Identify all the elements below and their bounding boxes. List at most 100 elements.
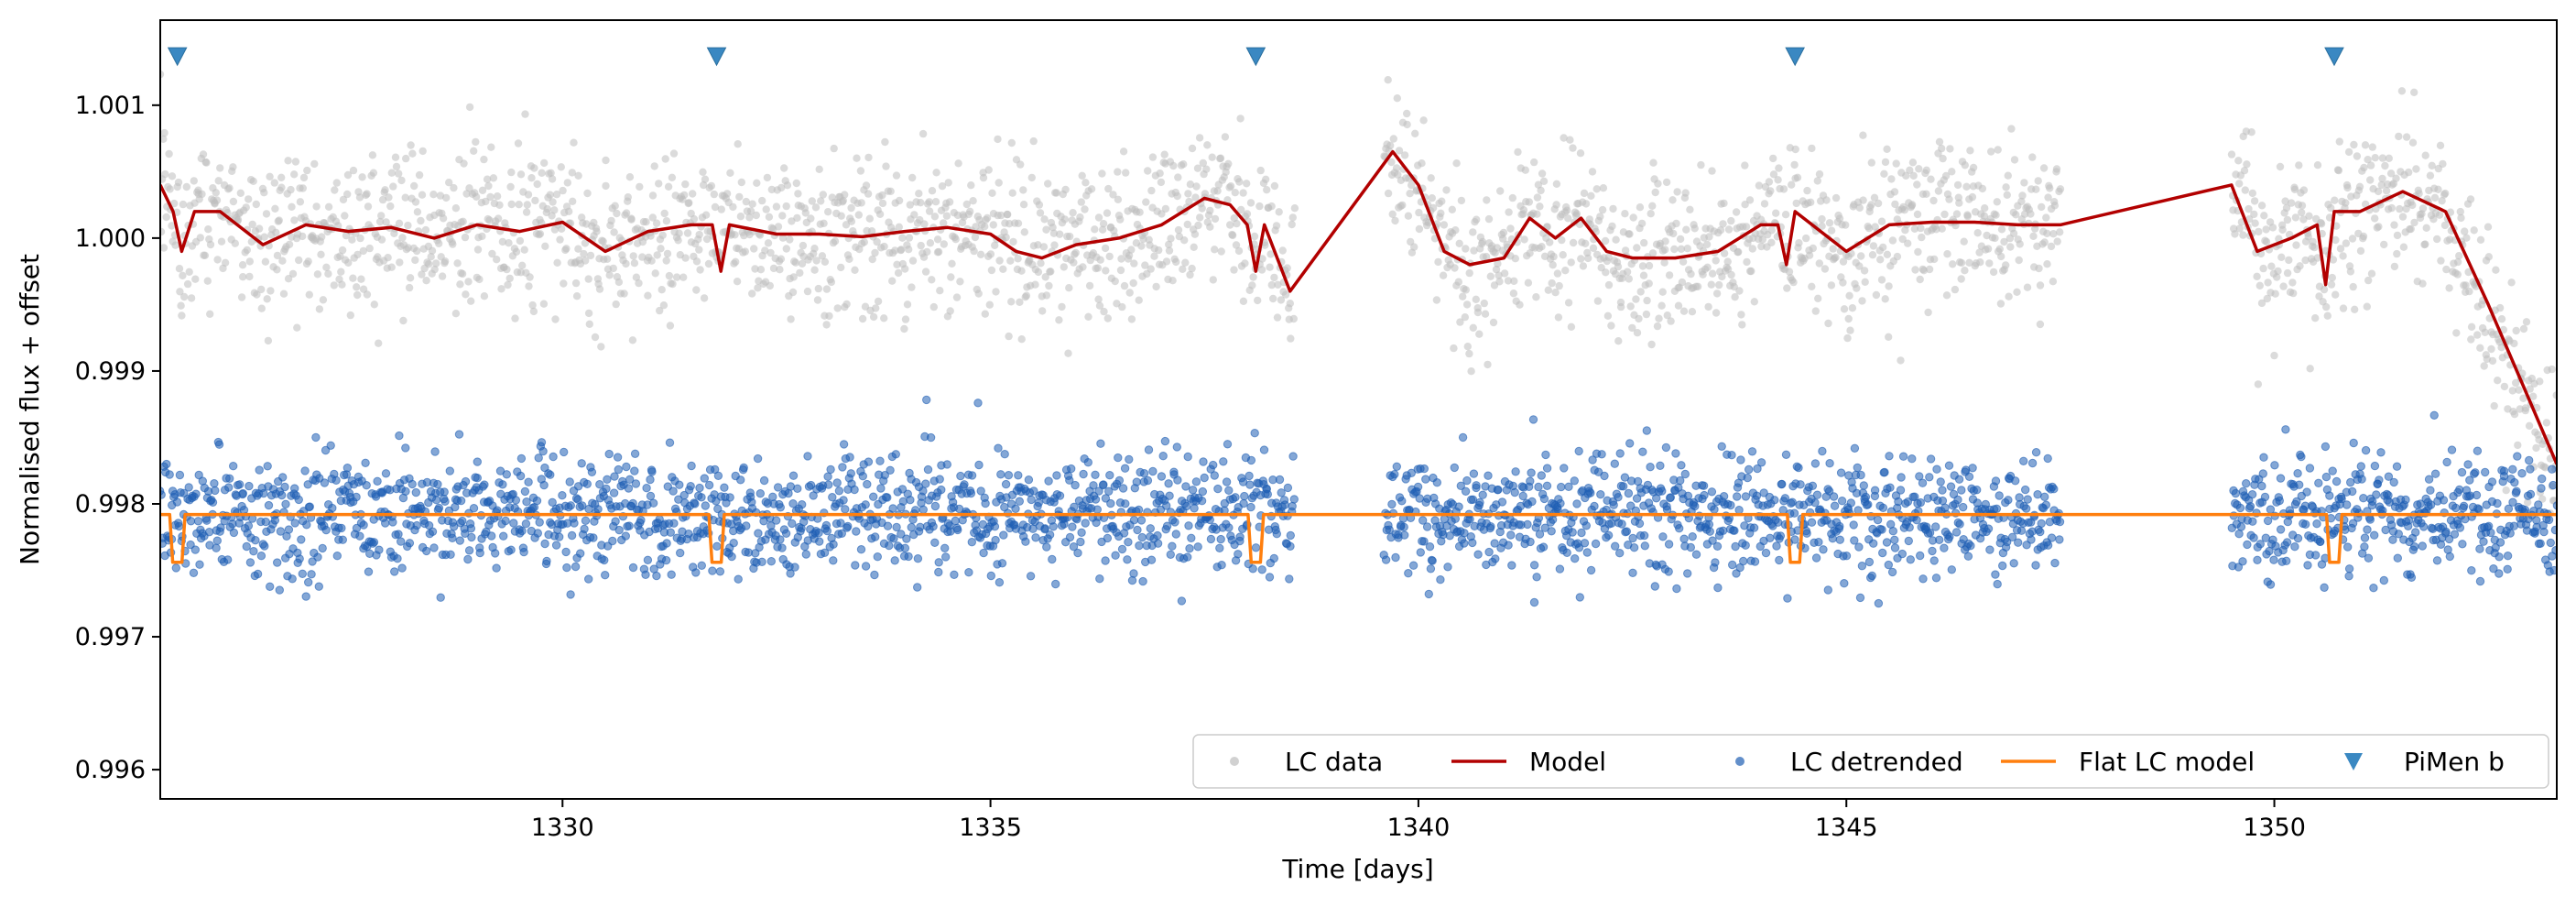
lc-detrended-point	[1478, 490, 1487, 499]
lc-detrended-point	[2486, 528, 2495, 538]
lc-data-point	[1510, 277, 1518, 285]
lc-detrended-point	[2011, 476, 2020, 486]
lc-data-point	[2418, 204, 2428, 213]
lc-detrended-point	[422, 546, 431, 556]
lc-data-point	[1870, 193, 1879, 202]
lc-data-point	[778, 234, 788, 242]
lc-detrended-point	[1777, 479, 1787, 489]
lc-data-point	[798, 259, 807, 268]
lc-detrended-point	[1000, 450, 1009, 459]
lc-detrended-point	[454, 430, 464, 439]
lc-detrended-point	[277, 490, 287, 500]
lc-data-point	[1049, 224, 1057, 232]
lc-detrended-point	[1416, 548, 1426, 557]
lc-data-point	[652, 219, 661, 227]
lc-detrended-point	[1095, 574, 1104, 584]
lc-data-point	[1150, 252, 1158, 260]
lc-data-point	[2000, 237, 2008, 246]
lc-data-point	[1027, 173, 1037, 182]
lc-data-point	[854, 211, 863, 219]
lc-data-point	[622, 209, 631, 217]
lc-data-point	[665, 271, 674, 280]
lc-data-point	[540, 158, 549, 168]
lc-detrended-point	[320, 478, 330, 487]
lc-data-point	[553, 258, 561, 267]
lc-detrended-point	[1747, 447, 1757, 456]
lc-data-point	[1560, 134, 1568, 142]
lc-data-point	[620, 290, 628, 298]
lc-data-point	[1683, 245, 1691, 253]
lc-data-point	[178, 311, 186, 320]
lc-detrended-point	[534, 454, 543, 463]
lc-detrended-point	[964, 568, 973, 577]
lc-data-point	[1635, 314, 1643, 323]
lc-data-point	[1103, 314, 1113, 322]
lc-data-point	[1472, 295, 1481, 303]
lc-data-point	[994, 135, 1002, 144]
lc-data-point	[1720, 199, 1728, 208]
lc-detrended-point	[2503, 564, 2512, 574]
lc-detrended-point	[2363, 525, 2372, 534]
lc-detrended-point	[715, 567, 725, 576]
lc-data-point	[1094, 213, 1103, 222]
lc-detrended-point	[1743, 473, 1753, 483]
lc-data-point	[584, 275, 592, 283]
lc-detrended-point	[1658, 486, 1667, 496]
lc-detrended-point	[1615, 449, 1625, 458]
lc-data-point	[2056, 185, 2065, 193]
lc-detrended-point	[1886, 483, 1895, 492]
lc-detrended-point	[1568, 528, 1577, 537]
lc-data-point	[1186, 180, 1195, 189]
lc-detrended-point	[2259, 453, 2268, 462]
lc-data-point	[1662, 178, 1671, 187]
lc-data-point	[627, 215, 636, 224]
lc-detrended-point	[1864, 500, 1873, 509]
lc-data-point	[2418, 279, 2427, 288]
lc-data-point	[2490, 401, 2498, 410]
lc-detrended-point	[516, 471, 526, 481]
lc-detrended-point	[2344, 572, 2353, 581]
lc-detrended-point	[610, 472, 619, 481]
lc-data-point	[1462, 301, 1472, 309]
lc-detrended-point	[926, 432, 936, 443]
lc-data-point	[2467, 335, 2475, 344]
lc-data-point	[1165, 246, 1174, 255]
lc-data-point	[614, 278, 624, 287]
lc-data-point	[523, 201, 531, 209]
lc-detrended-point	[558, 491, 567, 500]
lc-data-point	[312, 202, 321, 211]
lc-data-point	[782, 202, 790, 211]
lc-detrended-point	[751, 549, 760, 558]
lc-data-point	[480, 155, 488, 164]
lc-data-point	[2281, 197, 2289, 205]
lc-data-point	[663, 249, 672, 258]
lc-detrended-point	[1124, 538, 1133, 547]
lc-data-point	[288, 269, 298, 279]
lc-detrended-point	[856, 545, 866, 554]
lc-detrended-point	[245, 481, 254, 491]
lc-data-point	[2234, 157, 2243, 165]
lc-data-point	[430, 265, 439, 274]
lc-detrended-point	[1510, 487, 1519, 497]
lc-data-point	[2382, 187, 2391, 195]
lc-data-point	[824, 208, 832, 216]
lc-detrended-point	[249, 547, 258, 556]
lc-detrended-point	[1677, 461, 1686, 470]
lc-detrended-point	[921, 479, 930, 488]
lc-data-point	[556, 235, 564, 244]
lc-detrended-point	[1407, 468, 1417, 477]
lc-data-point	[1394, 170, 1402, 179]
lc-data-point	[630, 259, 639, 268]
lc-detrended-point	[1586, 565, 1596, 575]
lc-detrended-point	[883, 521, 893, 530]
lc-data-point	[2512, 378, 2520, 388]
lc-data-point	[370, 301, 378, 309]
lc-detrended-point	[516, 454, 527, 464]
lc-data-point	[1009, 237, 1017, 246]
lc-detrended-point	[2442, 457, 2451, 467]
lc-data-point	[1609, 204, 1617, 213]
lc-data-point	[1827, 226, 1836, 235]
lc-data-point	[1249, 273, 1257, 281]
lc-detrended-point	[1932, 464, 1941, 474]
lc-data-point	[1913, 180, 1921, 189]
